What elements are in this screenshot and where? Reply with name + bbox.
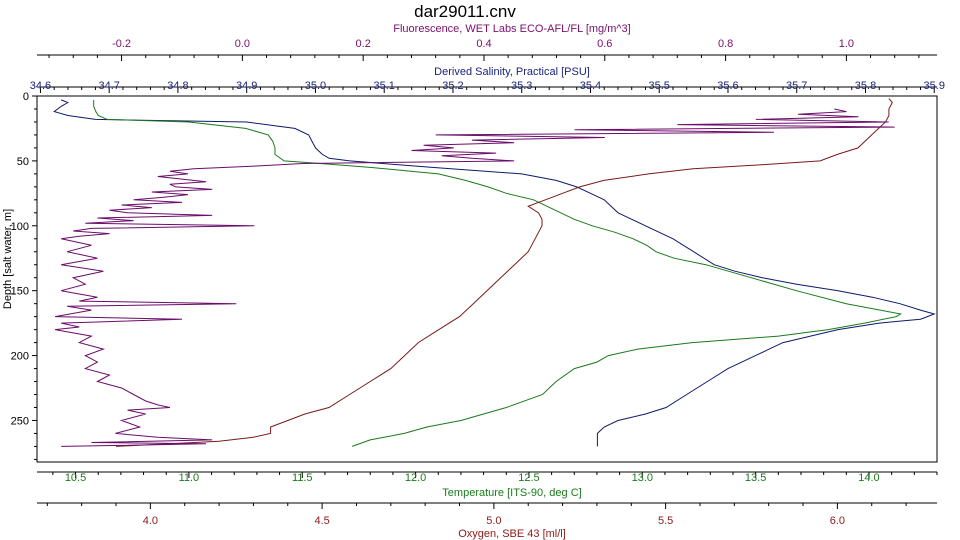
temperature-series-line [93,99,903,447]
oxygen-tick-label: 5.0 [486,515,501,527]
oxygen-series-line [115,98,893,447]
oxygen-axis-title: Oxygen, SBE 43 [ml/l] [458,528,566,540]
depth-axis-title: Depth [salt water, m] [2,209,14,309]
oxygen-tick-label: 4.5 [314,515,329,527]
salinity-tick-label: 35.1 [374,80,395,92]
salinity-tick-label: 35.6 [717,80,738,92]
salinity-axis-title: Derived Salinity, Practical [PSU] [434,66,590,78]
depth-tick-label: 200 [11,351,29,363]
axes-layer: -0.2 0.0 0.2 0.4 0.6 0.8 1.0 Fluorescence, WET … [2,23,945,540]
temperature-axis-title: Temperature [ITS-90, deg C] [442,487,581,499]
fluorescence-tick-label: 0.4 [476,38,491,50]
temperature-tick-label: 10.5 [65,472,86,484]
salinity-tick-label: 35.4 [580,80,601,92]
oxygen-tick-label: 5.5 [658,515,673,527]
fluorescence-series-line [55,108,895,447]
salinity-tick-label: 35.0 [305,80,326,92]
depth-tick-label: 100 [11,221,29,233]
fluorescence-tick-label: 1.0 [839,38,854,50]
depth-tick-label: 50 [17,156,29,168]
plot-frame [36,95,938,463]
temperature-tick-label: 13.0 [632,472,653,484]
depth-tick-label: 150 [11,286,29,298]
fluorescence-tick-label: -0.2 [112,38,131,50]
salinity-tick-label: 34.8 [167,80,188,92]
salinity-tick-label: 35.9 [924,80,945,92]
fluorescence-tick-label: 0.0 [235,38,250,50]
chart-title: dar29011.cnv [414,2,516,21]
temperature-tick-label: 14.0 [858,472,879,484]
temperature-tick-label: 12.5 [518,472,539,484]
fluorescence-tick-label: 0.6 [597,38,612,50]
oxygen-tick-label: 4.0 [143,515,158,527]
temperature-tick-label: 11.5 [292,472,313,484]
series-layer [53,98,936,447]
salinity-tick-label: 35.7 [786,80,807,92]
fluorescence-axis-title: Fluorescence, WET Labs ECO-AFL/FL [mg/m^… [393,23,630,35]
fluorescence-tick-label: 0.8 [718,38,733,50]
salinity-tick-label: 34.9 [236,80,257,92]
salinity-tick-label: 35.8 [855,80,876,92]
salinity-tick-label: 34.6 [30,80,51,92]
salinity-tick-label: 35.3 [511,80,532,92]
salinity-tick-label: 35.5 [649,80,670,92]
temperature-tick-label: 12.0 [405,472,426,484]
oxygen-tick-label: 6.0 [830,515,845,527]
salinity-tick-label: 34.7 [98,80,119,92]
fluorescence-tick-label: 0.2 [356,38,371,50]
depth-tick-label: 250 [11,415,29,427]
depth-tick-label: 0 [23,91,29,103]
temperature-tick-label: 11.0 [179,472,200,484]
temperature-tick-label: 13.5 [745,472,766,484]
salinity-tick-label: 35.2 [442,80,463,92]
salinity-series-line [53,99,936,447]
